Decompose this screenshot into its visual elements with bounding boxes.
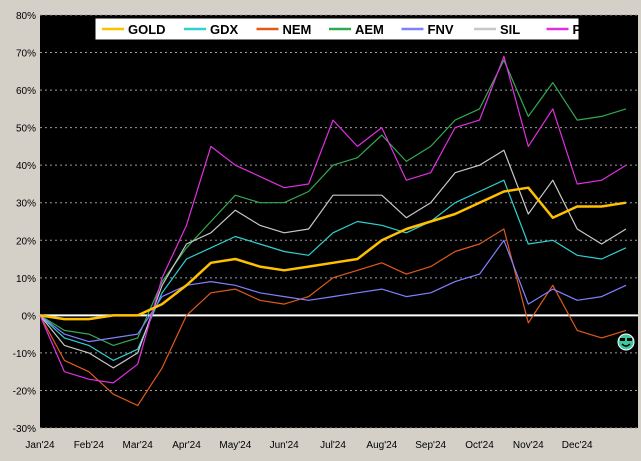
y-tick-label: 80%: [16, 11, 36, 22]
x-tick-label: Jan'24: [25, 440, 55, 451]
y-tick-label: 70%: [16, 49, 36, 60]
y-tick-label: 30%: [16, 199, 36, 210]
smiley-icon: [617, 333, 635, 351]
legend-label: GOLD: [128, 22, 166, 37]
y-tick-label: 50%: [16, 124, 36, 135]
x-tick-label: Jul'24: [320, 440, 346, 451]
legend-label: NEM: [283, 22, 312, 37]
x-axis-ticks: Jan'24 Feb'24 Mar'24 Apr'24 May'24 Jun'24 Jul'…: [25, 440, 593, 451]
legend-label: SIL: [500, 22, 520, 37]
y-tick-label: 60%: [16, 86, 36, 97]
plot-area: [40, 15, 638, 428]
series-line-aem: [39, 59, 627, 346]
series-line-sil: [39, 149, 627, 369]
y-tick-label: -10%: [13, 349, 36, 360]
y-tick-label: 0%: [22, 311, 37, 322]
legend-label: AEM: [355, 22, 384, 37]
legend-label: PAAS: [573, 22, 608, 37]
series-line-nem: [39, 228, 627, 407]
series-line-fnv: [39, 239, 627, 343]
series-line-paas: [39, 55, 627, 384]
x-tick-label: Sep'24: [415, 440, 446, 451]
x-tick-label: Apr'24: [172, 440, 201, 451]
series-lines: [39, 55, 627, 407]
series-line-gdx: [39, 179, 627, 361]
legend-label: GDX: [210, 22, 239, 37]
series-line-gold: [39, 186, 627, 321]
legend: GOLD GDX NEM AEM FNV SIL PAAS: [94, 17, 608, 41]
y-tick-label: 10%: [16, 274, 36, 285]
x-tick-label: May'24: [219, 440, 251, 451]
x-tick-label: Aug'24: [366, 440, 397, 451]
x-tick-label: Mar'24: [123, 440, 154, 451]
x-tick-label: Feb'24: [74, 440, 105, 451]
x-tick-label: Nov'24: [513, 440, 544, 451]
y-tick-label: -20%: [13, 386, 36, 397]
y-tick-label: 20%: [16, 236, 36, 247]
legend-label: FNV: [428, 22, 454, 37]
y-tick-label: 40%: [16, 161, 36, 172]
y-tick-label: -30%: [13, 424, 36, 435]
x-tick-label: Jun'24: [270, 440, 300, 451]
x-tick-label: Dec'24: [562, 440, 593, 451]
y-axis-ticks: -30% -20% -10% 0% 10% 20% 30% 40% 50% 60% 70% 80%: [13, 11, 36, 435]
x-tick-label: Oct'24: [465, 440, 494, 451]
